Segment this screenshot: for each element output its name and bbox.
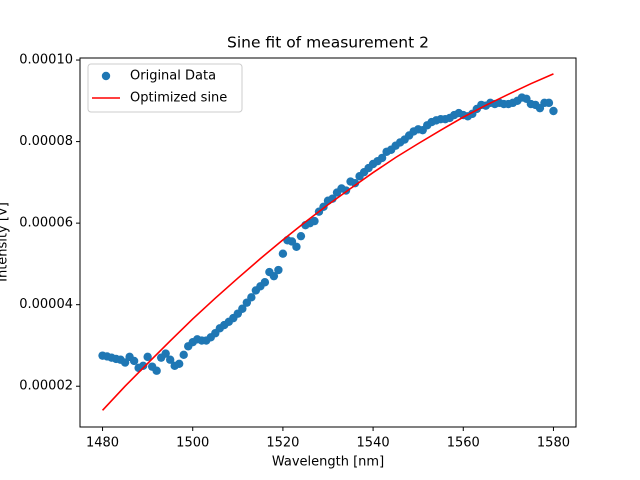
data-point: [269, 271, 279, 281]
data-point: [120, 358, 130, 367]
x-tick-label: 1560: [447, 436, 480, 451]
data-point: [179, 350, 188, 360]
y-axis-label: Intensity [V]: [0, 202, 11, 282]
data-point: [278, 249, 288, 258]
data-point: [260, 278, 270, 287]
x-tick-label: 1540: [357, 436, 390, 451]
plot-frame: [79, 57, 577, 428]
x-tick-label: 1580: [537, 436, 570, 451]
data-point: [138, 361, 148, 371]
x-tick-label: 1520: [266, 436, 299, 451]
y-tick-label: 0.00010: [19, 53, 73, 68]
data-point: [129, 356, 139, 366]
x-axis-label: Wavelength [nm]: [272, 455, 384, 470]
legend-marker: [101, 71, 111, 81]
data-point: [143, 352, 152, 362]
data-point: [152, 366, 161, 375]
data-point: [238, 304, 247, 313]
data-point: [175, 359, 184, 369]
data-point: [310, 216, 319, 226]
data-point: [274, 265, 283, 275]
data-point: [549, 106, 558, 116]
y-tick-label: 0.00004: [19, 297, 73, 312]
data-point: [544, 98, 554, 108]
chart-title: Sine fit of measurement 2: [227, 34, 429, 52]
data-point: [377, 153, 387, 163]
legend-label: Optimized sine: [130, 91, 227, 106]
y-tick-label: 0.00006: [19, 216, 73, 231]
x-tick-label: 1480: [86, 436, 119, 451]
fit-line: [101, 73, 554, 411]
data-point: [350, 178, 360, 188]
data-point: [292, 242, 301, 251]
legend-label: Original Data: [130, 69, 216, 84]
y-tick-label: 0.00008: [19, 134, 73, 149]
data-point: [296, 231, 306, 241]
data-point: [165, 355, 175, 364]
legend-box: [87, 63, 243, 113]
x-tick-label: 1500: [176, 436, 209, 451]
data-point: [161, 349, 170, 358]
data-point: [247, 293, 256, 302]
y-tick-label: 0.00002: [19, 379, 73, 394]
